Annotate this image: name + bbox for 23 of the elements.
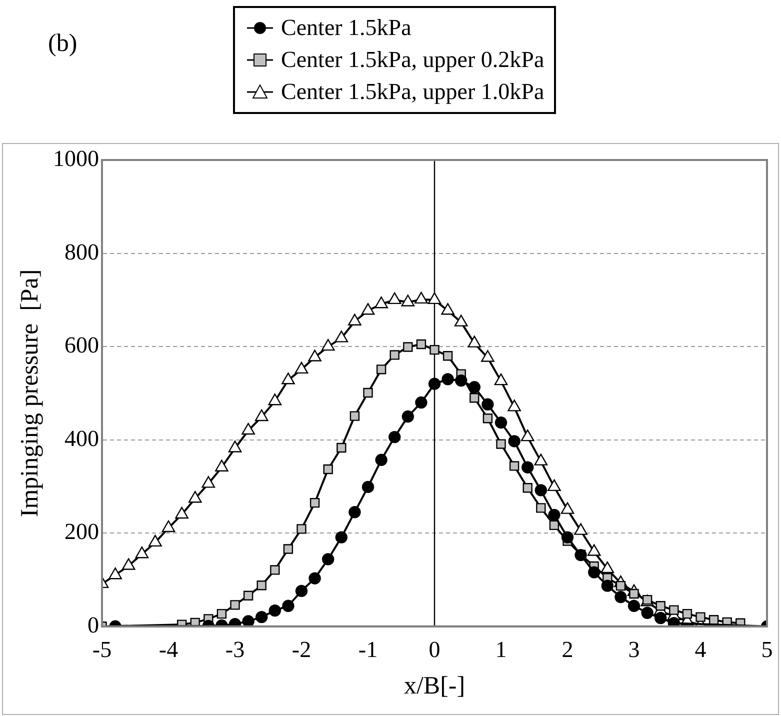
y-tick-label: 0 xyxy=(88,612,99,638)
legend-label: Center 1.5kPa, upper 0.2kPa xyxy=(281,47,544,73)
x-tick-label: -5 xyxy=(92,637,112,662)
y-tick-label: 400 xyxy=(64,426,99,451)
legend-label: Center 1.5kPa, upper 1.0kPa xyxy=(281,79,544,105)
y-tick-label: 600 xyxy=(64,332,99,358)
x-tick-label: 5 xyxy=(761,637,773,662)
text: (b) xyxy=(48,30,78,58)
x-tick-label: 3 xyxy=(628,637,640,662)
legend-label: Center 1.5kPa xyxy=(281,15,412,41)
y-axis-title: Impinging pressure [Pa] xyxy=(16,269,44,518)
y-tick-label: 200 xyxy=(64,519,99,544)
x-tick-label: 4 xyxy=(694,637,707,662)
x-axis-title: x/B[-] xyxy=(404,672,466,700)
x-tick-label: 1 xyxy=(495,637,507,662)
y-tick-label: 800 xyxy=(64,239,99,264)
x-tick-label: -1 xyxy=(358,637,378,662)
x-tick-label: -2 xyxy=(292,637,312,662)
y-tick-label: 1000 xyxy=(53,146,99,172)
x-tick-label: -4 xyxy=(158,637,179,662)
x-tick-label: -3 xyxy=(225,637,245,662)
x-tick-label: 0 xyxy=(428,637,440,662)
x-tick-label: 2 xyxy=(562,637,574,662)
